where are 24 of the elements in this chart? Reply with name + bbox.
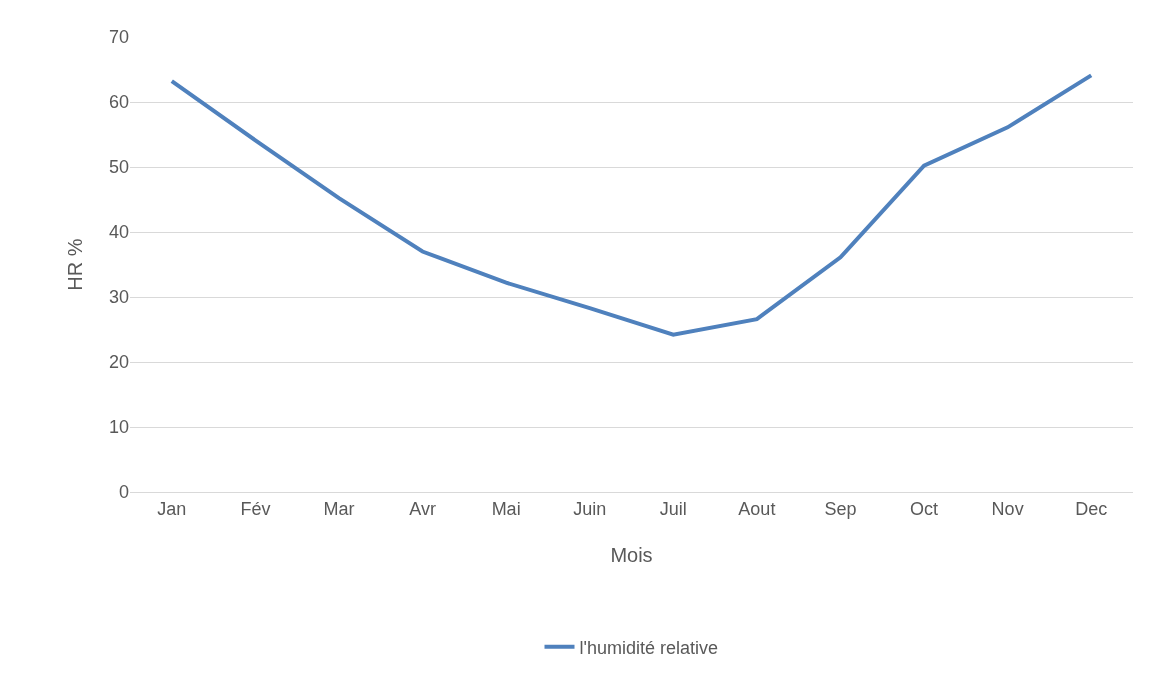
y-tick-label: 30 bbox=[108, 287, 129, 308]
legend-label: l'humidité relative bbox=[579, 637, 718, 658]
x-tick-label: Mar bbox=[323, 498, 355, 519]
y-tick-label: 20 bbox=[108, 352, 129, 373]
x-tick-label: Jan bbox=[157, 498, 187, 519]
x-tick-label: Dec bbox=[1075, 498, 1108, 519]
x-tick-label: Nov bbox=[991, 498, 1024, 519]
x-tick-label: Sep bbox=[824, 498, 857, 519]
x-tick-label: Avr bbox=[409, 498, 436, 519]
y-axis-title: HR % bbox=[64, 238, 87, 291]
x-axis-title: Mois bbox=[610, 544, 653, 566]
x-tick-label: Oct bbox=[910, 498, 939, 519]
x-tick-label: Mai bbox=[491, 498, 521, 519]
y-tick-label: 0 bbox=[118, 482, 129, 503]
y-tick-label: 50 bbox=[108, 157, 129, 178]
x-tick-label: Fév bbox=[240, 498, 271, 519]
x-tick-label: Aout bbox=[738, 498, 776, 519]
y-tick-label: 10 bbox=[108, 417, 129, 438]
line-series bbox=[169, 73, 1094, 337]
x-tick-label: Juin bbox=[573, 498, 607, 519]
y-tick-label: 60 bbox=[108, 92, 129, 113]
y-tick-label: 70 bbox=[108, 27, 129, 48]
y-tick-label: 40 bbox=[108, 222, 129, 243]
x-tick-label: Juil bbox=[659, 498, 687, 519]
